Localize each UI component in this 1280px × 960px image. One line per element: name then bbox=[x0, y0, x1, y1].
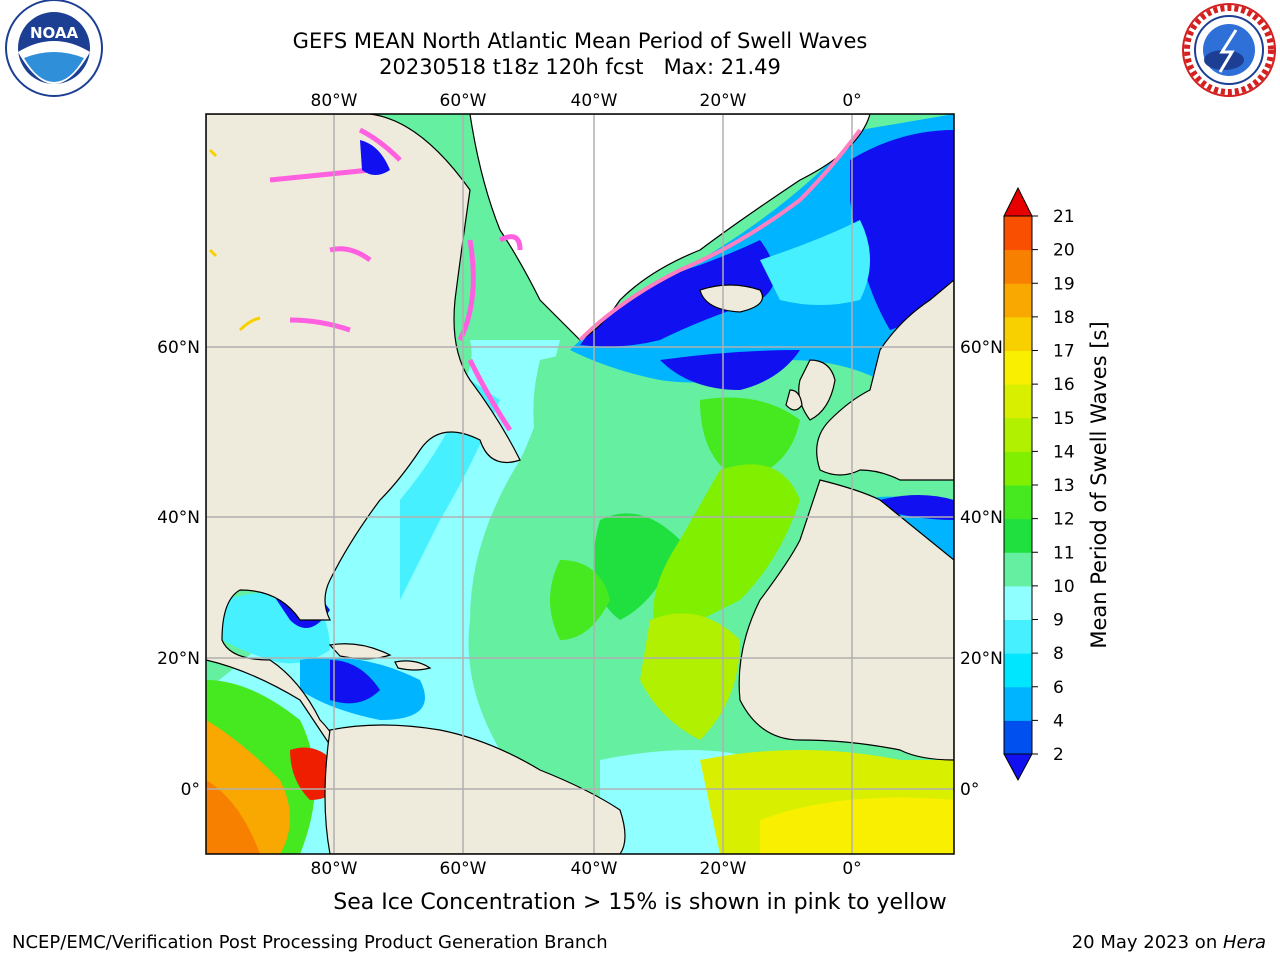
lat-label-right: 20°N bbox=[960, 649, 1003, 669]
lat-label-left: 60°N bbox=[157, 338, 200, 358]
footer-credit: NCEP/EMC/Verification Post Processing Pr… bbox=[12, 932, 608, 953]
nws-logo bbox=[1178, 2, 1280, 104]
colorbar-label: Mean Period of Swell Waves [s] bbox=[1087, 321, 1111, 648]
colorbar-swatch bbox=[1004, 316, 1032, 351]
footer-date-text: 20 May 2023 on bbox=[1071, 932, 1223, 953]
lon-label-top: 80°W bbox=[311, 91, 358, 111]
colorbar-tick-label: 10 bbox=[1053, 577, 1075, 597]
lat-label-right: 0° bbox=[960, 780, 979, 800]
lon-label-bottom: 0° bbox=[842, 859, 861, 879]
colorbar-swatch bbox=[1004, 552, 1032, 587]
map-area bbox=[206, 114, 954, 854]
colorbar-tick-label: 4 bbox=[1053, 711, 1064, 731]
colorbar: 2 4 6 8 9 10 11 12 13 14 15 16 17 18 19 20 21 bbox=[1003, 186, 1075, 782]
colorbar-swatch bbox=[1004, 384, 1032, 419]
colorbar-swatch bbox=[1004, 619, 1032, 654]
colorbar-tick-label: 9 bbox=[1053, 611, 1064, 631]
colorbar-swatch bbox=[1004, 485, 1032, 520]
lat-label-right: 40°N bbox=[960, 508, 1003, 528]
lon-label-top: 40°W bbox=[571, 91, 618, 111]
colorbar-swatch bbox=[1004, 518, 1032, 553]
colorbar-tick-label: 12 bbox=[1053, 510, 1075, 530]
graticule bbox=[206, 114, 954, 854]
colorbar-tick-label: 21 bbox=[1053, 207, 1075, 227]
sea-ice-edge bbox=[269, 127, 523, 432]
colorbar-swatch bbox=[1004, 451, 1032, 486]
colorbar-swatch bbox=[1004, 653, 1032, 688]
colorbar-swatch bbox=[1004, 585, 1032, 620]
colorbar-tick-label: 14 bbox=[1053, 442, 1075, 462]
map-subtitle: 20230518 t18z 120h fcst Max: 21.49 bbox=[379, 55, 781, 79]
colorbar-swatch bbox=[1004, 417, 1032, 452]
lon-label-top: 0° bbox=[842, 91, 861, 111]
colorbar-extend-high bbox=[1003, 186, 1033, 217]
footer-date: 20 May 2023 on Hera bbox=[1072, 932, 1266, 953]
colorbar-tick-label: 8 bbox=[1053, 644, 1064, 664]
lat-label-left: 40°N bbox=[157, 508, 200, 528]
svg-text:NOAA: NOAA bbox=[30, 24, 79, 42]
lat-label-left: 20°N bbox=[157, 649, 200, 669]
colorbar-swatch bbox=[1004, 720, 1032, 755]
lon-labels: 80°W 60°W 40°W 20°W 0° 80°W 60°W 40°W 20… bbox=[311, 91, 862, 879]
colorbar-tick-label: 17 bbox=[1053, 342, 1075, 362]
lat-label-right: 60°N bbox=[960, 338, 1003, 358]
footer-host: Hera bbox=[1222, 932, 1266, 953]
lon-label-top: 60°W bbox=[440, 91, 487, 111]
colorbar-tick-label: 16 bbox=[1053, 375, 1075, 395]
land-masses bbox=[206, 114, 954, 854]
colorbar-swatch bbox=[1004, 216, 1032, 251]
lon-label-bottom: 40°W bbox=[571, 859, 618, 879]
colorbar-tick-label: 20 bbox=[1053, 241, 1075, 261]
colorbar-tick-label: 2 bbox=[1053, 745, 1064, 765]
lat-labels: 60°N 40°N 20°N 0° 60°N 40°N 20°N 0° bbox=[157, 338, 1003, 800]
colorbar-tick-label: 6 bbox=[1053, 678, 1064, 698]
colorbar-swatch bbox=[1004, 686, 1032, 721]
colorbar-swatch bbox=[1004, 350, 1032, 385]
colorbar-tick-label: 13 bbox=[1053, 476, 1075, 496]
map-frame bbox=[205, 113, 955, 855]
colorbar-swatch bbox=[1004, 249, 1032, 284]
map-title: GEFS MEAN North Atlantic Mean Period of … bbox=[292, 29, 868, 53]
colorbar-tick-label: 15 bbox=[1053, 409, 1075, 429]
colorbar-extend-low bbox=[1003, 753, 1033, 782]
lon-label-top: 20°W bbox=[700, 91, 747, 111]
lon-label-bottom: 80°W bbox=[311, 859, 358, 879]
sea-ice-note: Sea Ice Concentration > 15% is shown in … bbox=[333, 890, 947, 915]
lat-label-left: 0° bbox=[181, 780, 200, 800]
noaa-logo: NOAA bbox=[2, 0, 106, 104]
colorbar-tick-label: 18 bbox=[1053, 308, 1075, 328]
colorbar-tick-label: 19 bbox=[1053, 274, 1075, 294]
lon-label-bottom: 20°W bbox=[700, 859, 747, 879]
lon-label-bottom: 60°W bbox=[440, 859, 487, 879]
colorbar-tick-label: 11 bbox=[1053, 543, 1075, 563]
colorbar-swatch bbox=[1004, 283, 1032, 318]
